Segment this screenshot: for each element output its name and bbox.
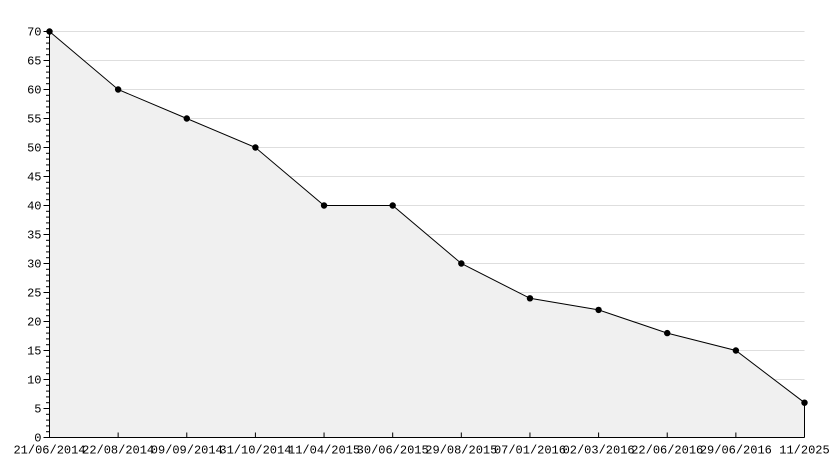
y-tick-label: 60: [27, 84, 41, 98]
y-tick-label: 15: [27, 345, 41, 359]
data-point-marker: [320, 202, 328, 209]
y-tick-label: 25: [27, 287, 41, 301]
y-tick-label: 55: [27, 113, 41, 127]
x-tick-label: 29/08/2015: [425, 444, 497, 458]
data-point-marker: [389, 202, 396, 209]
data-point-marker: [664, 329, 671, 337]
y-tick-label: 5: [34, 403, 41, 417]
data-point-marker: [458, 260, 465, 267]
data-point-marker: [114, 86, 122, 93]
data-point-marker: [732, 347, 740, 354]
y-tick-label: 35: [27, 229, 41, 243]
data-point-marker: [801, 399, 808, 406]
y-tick-label: 45: [27, 171, 41, 185]
y-tick-label: 10: [27, 374, 41, 388]
x-tick-label: 31/10/2014: [219, 444, 291, 458]
x-tick-label: 02/03/2016: [563, 444, 635, 458]
y-tick-label: 50: [27, 142, 41, 156]
x-tick-label: 21/06/2014: [13, 444, 85, 458]
x-tick-label: 11/04/2015: [288, 444, 360, 458]
y-tick-label: 40: [27, 200, 41, 214]
y-tick-label: 65: [27, 55, 41, 69]
x-tick-label: 11/2025: [779, 444, 829, 458]
y-tick-label: 70: [27, 26, 41, 40]
x-tick-label: 09/09/2014: [151, 444, 223, 458]
data-point-marker: [526, 295, 534, 302]
data-point-marker: [183, 115, 190, 122]
data-point-marker: [595, 306, 602, 314]
x-tick-label: 30/06/2015: [357, 444, 429, 458]
x-tick-label: 22/08/2014: [82, 444, 154, 458]
y-tick-label: 0: [34, 432, 41, 446]
data-point-marker: [252, 144, 259, 151]
x-tick-label: 07/01/2016: [494, 444, 566, 458]
x-tick-label: 22/06/2016: [631, 444, 703, 458]
y-tick-label: 30: [27, 258, 41, 272]
series-line: [49, 31, 805, 404]
y-tick-label: 20: [27, 316, 41, 330]
x-tick-label: 29/06/2016: [700, 444, 772, 458]
